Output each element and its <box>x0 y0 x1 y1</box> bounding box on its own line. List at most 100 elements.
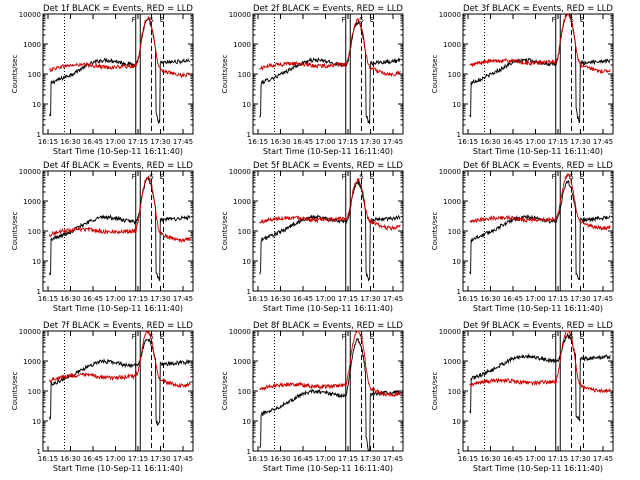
y-tick-label: 1 <box>37 131 41 139</box>
flare-label: S <box>569 16 574 24</box>
y-tick-label: 10000 <box>19 168 41 176</box>
events-series-line <box>259 337 401 452</box>
chart-panel-3: Det 3f BLACK = Events, RED = LLD 1 10 100 10… <box>431 4 614 156</box>
flare-label: F <box>341 16 345 24</box>
lld-series-line <box>469 13 611 74</box>
flare-label: S <box>149 16 154 24</box>
x-tick-label: 16:15 <box>458 295 478 303</box>
flare-label: F <box>551 16 555 24</box>
x-axis-label: Start Time (10-Sep-11 16:11:40) <box>53 304 183 313</box>
x-tick-label: 16:45 <box>293 138 313 146</box>
flare-label: S <box>359 333 364 341</box>
x-tick-label: 17:00 <box>525 138 545 146</box>
x-tick-label: 17:15 <box>128 455 148 463</box>
lld-series-line <box>49 15 191 79</box>
flare-label: F <box>341 333 345 341</box>
x-tick-label: 17:00 <box>525 455 545 463</box>
flare-label: S <box>149 173 154 181</box>
x-tick-label: 17:15 <box>338 138 358 146</box>
flare-label: E <box>370 16 374 24</box>
x-axis-label: Start Time (10-Sep-11 16:11:40) <box>53 147 183 156</box>
x-tick-label: 16:30 <box>480 138 500 146</box>
events-series-line <box>259 19 401 125</box>
chart-title: Det 7f BLACK = Events, RED = LLD <box>43 321 193 331</box>
x-tick-label: 17:15 <box>128 295 148 303</box>
y-tick-label: 10000 <box>229 11 251 19</box>
y-tick-label: 1 <box>247 288 251 296</box>
x-tick-label: 17:30 <box>360 138 380 146</box>
y-tick-label: 10 <box>452 258 461 266</box>
flare-label: F <box>131 333 135 341</box>
x-tick-label: 16:45 <box>503 295 523 303</box>
x-tick-label: 16:45 <box>293 455 313 463</box>
x-tick-label: 16:15 <box>38 455 58 463</box>
lld-series-line <box>469 330 611 395</box>
x-tick-label: 17:30 <box>570 455 590 463</box>
y-tick-label: 1000 <box>233 198 251 206</box>
x-tick-label: 16:15 <box>38 138 58 146</box>
x-axis-label: Start Time (10-Sep-11 16:11:40) <box>263 304 393 313</box>
y-tick-label: 10000 <box>439 11 461 19</box>
x-tick-label: 16:15 <box>248 138 268 146</box>
events-series-line <box>469 332 611 423</box>
lld-series-line <box>49 175 191 244</box>
chart-title: Det 5f BLACK = Events, RED = LLD <box>253 161 403 171</box>
flare-label: E <box>580 333 584 341</box>
y-tick-label: 10000 <box>229 168 251 176</box>
x-axis-label: Start Time (10-Sep-11 16:11:40) <box>473 464 603 473</box>
x-tick-label: 17:30 <box>570 138 590 146</box>
events-series-line <box>49 177 191 282</box>
chart-title: Det 9f BLACK = Events, RED = LLD <box>463 321 613 331</box>
plot-frame <box>252 330 404 452</box>
flare-label: F <box>341 173 345 181</box>
flare-label: F <box>131 16 135 24</box>
x-tick-label: 16:30 <box>60 138 80 146</box>
lld-series-line <box>469 172 611 231</box>
y-tick-label: 100 <box>238 228 251 236</box>
x-tick-label: 17:45 <box>383 295 403 303</box>
y-tick-label: 100 <box>448 71 461 79</box>
lld-series-line <box>259 329 401 398</box>
events-series-line <box>259 180 401 282</box>
y-tick-label: 1 <box>457 131 461 139</box>
y-tick-label: 10 <box>452 101 461 109</box>
chart-panel-9: Det 9f BLACK = Events, RED = LLD 1 10 100 10… <box>431 321 614 473</box>
y-tick-label: 10 <box>242 258 251 266</box>
x-tick-label: 17:00 <box>105 138 125 146</box>
y-axis-label: Counts/sec <box>431 55 439 94</box>
y-tick-label: 1000 <box>443 198 461 206</box>
x-axis-label: Start Time (10-Sep-11 16:11:40) <box>263 464 393 473</box>
plot-frame <box>462 13 614 135</box>
chart-title: Det 8f BLACK = Events, RED = LLD <box>253 321 403 331</box>
x-tick-label: 16:30 <box>60 455 80 463</box>
x-tick-label: 17:45 <box>593 455 613 463</box>
x-axis-label: Start Time (10-Sep-11 16:11:40) <box>473 304 603 313</box>
x-tick-label: 17:30 <box>150 295 170 303</box>
events-series-line <box>469 12 611 123</box>
flare-label: S <box>359 16 364 24</box>
y-axis-label: Counts/sec <box>221 212 229 251</box>
y-axis-label: Counts/sec <box>221 55 229 94</box>
y-axis-label: Counts/sec <box>431 372 439 411</box>
y-tick-label: 1000 <box>23 358 41 366</box>
x-tick-label: 16:45 <box>293 295 313 303</box>
x-tick-label: 17:00 <box>105 455 125 463</box>
x-tick-label: 17:45 <box>593 138 613 146</box>
x-tick-label: 16:45 <box>83 295 103 303</box>
x-tick-label: 17:00 <box>525 295 545 303</box>
y-tick-label: 10000 <box>19 11 41 19</box>
x-tick-label: 17:30 <box>360 295 380 303</box>
flare-label: E <box>160 333 164 341</box>
y-tick-label: 10000 <box>439 168 461 176</box>
y-tick-label: 10 <box>32 418 41 426</box>
x-tick-label: 16:15 <box>248 455 268 463</box>
x-tick-label: 16:15 <box>38 295 58 303</box>
x-tick-label: 17:00 <box>315 295 335 303</box>
x-tick-label: 16:30 <box>60 295 80 303</box>
y-tick-label: 100 <box>448 228 461 236</box>
x-axis-label: Start Time (10-Sep-11 16:11:40) <box>473 147 603 156</box>
chart-panel-5: Det 5f BLACK = Events, RED = LLD 1 10 100 10… <box>221 161 404 313</box>
y-tick-label: 10 <box>32 101 41 109</box>
plot-frame <box>462 330 614 452</box>
